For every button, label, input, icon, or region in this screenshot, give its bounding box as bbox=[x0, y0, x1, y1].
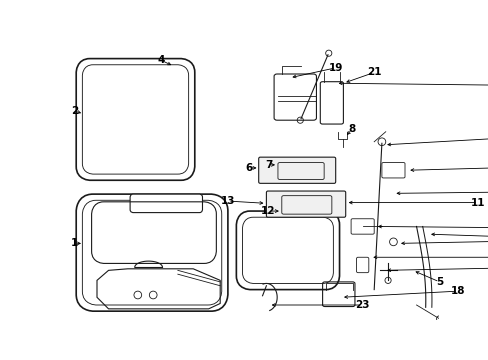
PathPatch shape bbox=[76, 59, 194, 180]
Text: 23: 23 bbox=[355, 300, 369, 310]
Text: 13: 13 bbox=[220, 196, 235, 206]
PathPatch shape bbox=[76, 194, 227, 311]
PathPatch shape bbox=[258, 157, 335, 183]
Text: 4: 4 bbox=[157, 55, 164, 65]
Text: 1: 1 bbox=[71, 238, 78, 248]
Text: 18: 18 bbox=[450, 286, 465, 296]
PathPatch shape bbox=[130, 194, 202, 213]
Text: 2: 2 bbox=[71, 106, 78, 116]
Text: 5: 5 bbox=[435, 277, 442, 287]
Text: 19: 19 bbox=[328, 63, 342, 73]
Text: 11: 11 bbox=[470, 198, 485, 208]
PathPatch shape bbox=[266, 191, 345, 217]
Text: 8: 8 bbox=[347, 125, 355, 134]
Text: 7: 7 bbox=[264, 160, 272, 170]
PathPatch shape bbox=[236, 211, 339, 289]
Text: 12: 12 bbox=[260, 206, 275, 216]
Text: 6: 6 bbox=[244, 163, 252, 173]
Text: 21: 21 bbox=[366, 67, 381, 77]
